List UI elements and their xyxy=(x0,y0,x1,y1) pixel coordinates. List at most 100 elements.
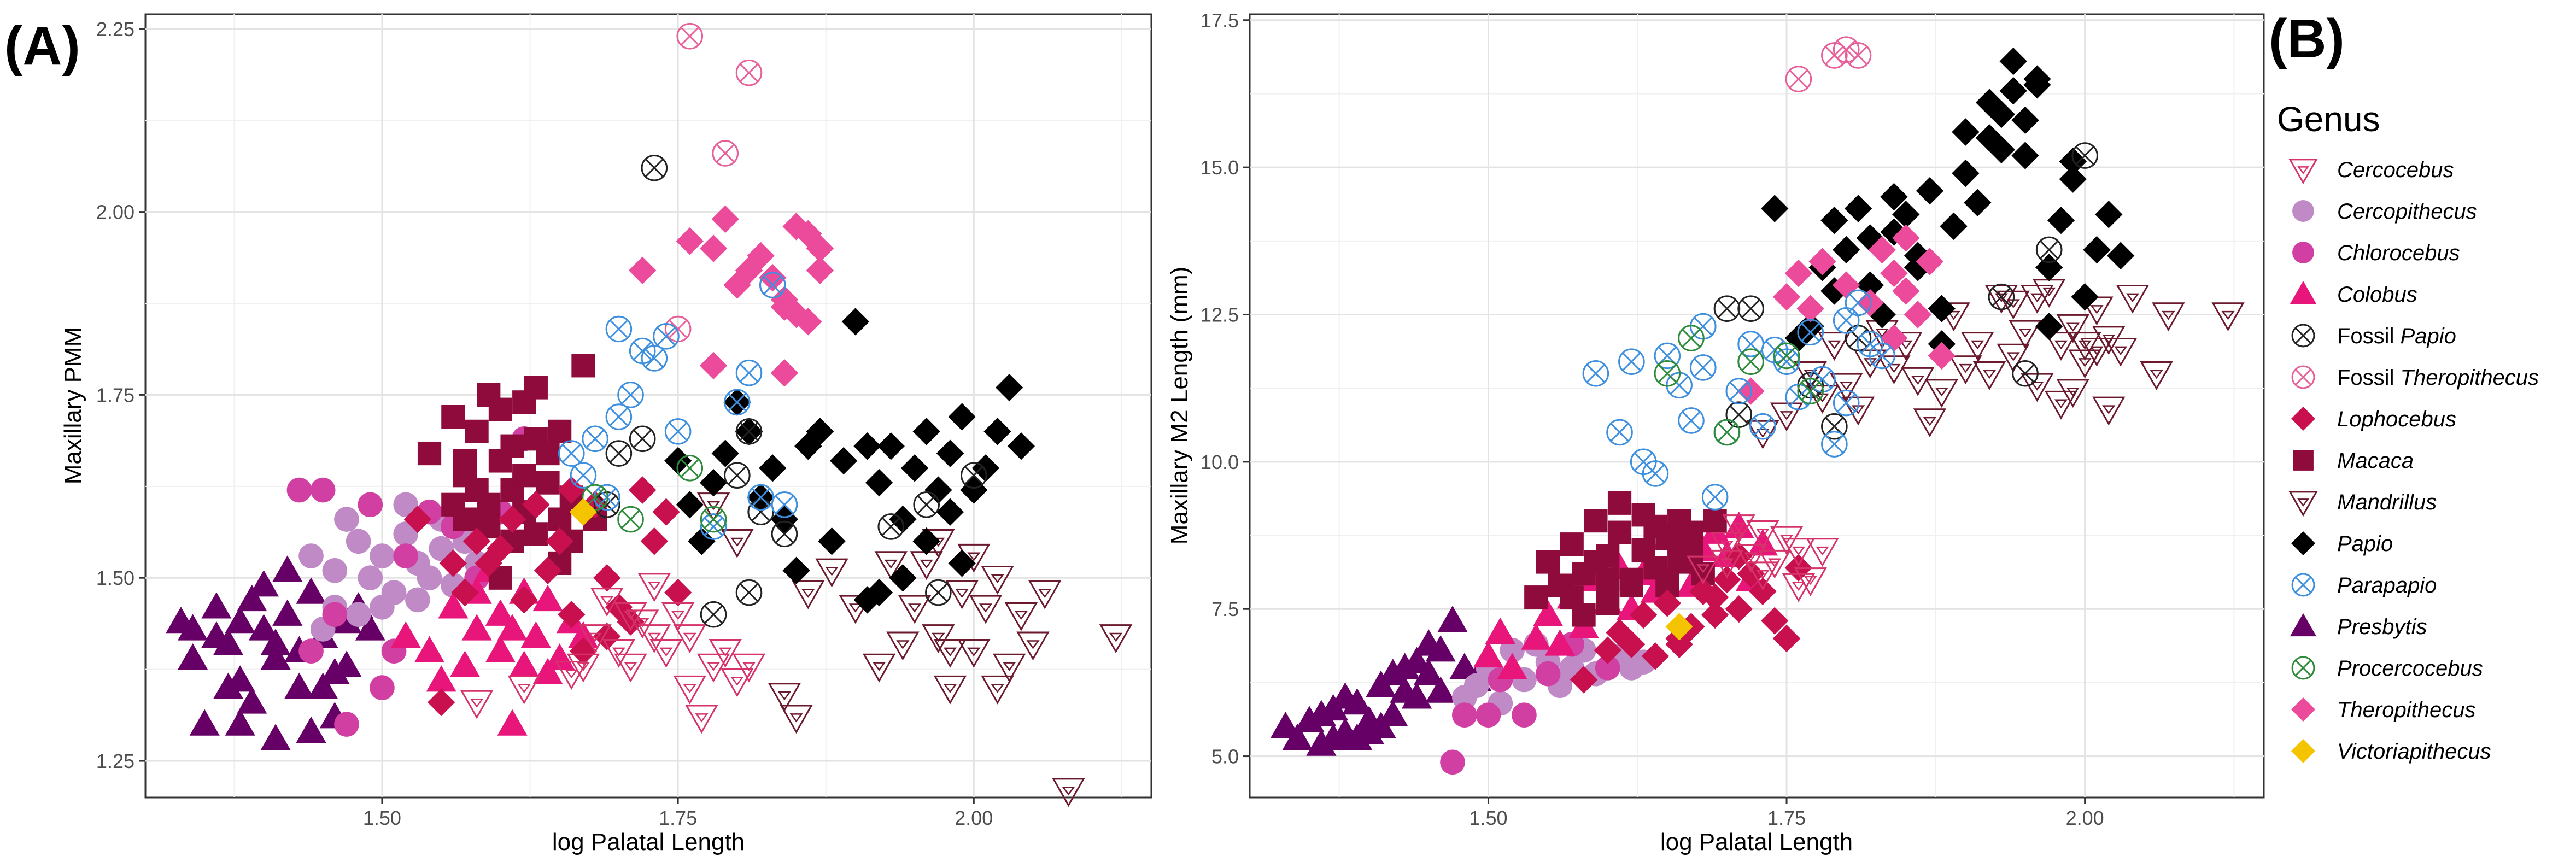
panel-a-point-papio xyxy=(900,454,929,482)
panel-a-y-tick-label: 1.75 xyxy=(96,384,134,406)
panel-a-point-lophocebus xyxy=(498,505,526,533)
panel-a-point-cercocebus xyxy=(709,638,742,668)
panel-a-point-cercocebus xyxy=(685,705,718,734)
panel-b-point-procercocebus xyxy=(1773,342,1800,370)
panel-a-point-lophocebus xyxy=(546,527,573,555)
legend-label-genus: Cercopithecus xyxy=(2337,200,2477,224)
legend-label-presbytis: Presbytis xyxy=(2337,615,2427,639)
panel-b-point-mandrillus xyxy=(1829,373,1863,402)
panel-a-point-papio xyxy=(699,468,728,497)
panel-b-point-procercocebus xyxy=(1678,325,1705,351)
panel-b-point-papio xyxy=(1904,254,1932,281)
panel-b-point-parapapio xyxy=(1689,354,1717,381)
panel-b-point-chlorocebus xyxy=(1595,655,1620,681)
panel-a-x-tick-label: 1.50 xyxy=(363,807,401,829)
panel-b-point-colobus xyxy=(1521,623,1552,650)
panel-a-point-fossil-papio xyxy=(735,579,763,606)
panel-b-point-macaca xyxy=(1667,509,1691,533)
panel-b-y-axis-title: Maxillary M2 Length (mm) xyxy=(1166,267,1193,545)
panel-a-point-macaca xyxy=(453,449,477,473)
panel-b-point-theropithecus xyxy=(1796,295,1824,322)
panel-b-point-colobus xyxy=(1724,511,1754,538)
panel-b-point-papio xyxy=(1999,47,2027,75)
legend-key-parapapio xyxy=(2291,573,2315,597)
panel-b-point-chlorocebus xyxy=(1440,749,1465,775)
panel-a-point-theropithecus xyxy=(735,256,763,284)
panel-a-point-presbytis xyxy=(331,606,362,634)
panel-b-point-lophocebus xyxy=(1701,583,1729,611)
panel-b-point-macaca xyxy=(1596,591,1620,615)
panel-b-point-chlorocebus xyxy=(1452,702,1477,728)
panel-b-point-theropithecus xyxy=(1916,248,1944,275)
panel-a-point-cercopithecus xyxy=(370,543,395,568)
panel-a-point-presbytis xyxy=(237,584,267,612)
panel-a-point-lophocebus xyxy=(593,623,621,650)
panel-b-point-cercocebus xyxy=(1806,538,1839,567)
panel-a-point-theropithecus xyxy=(711,205,739,233)
panel-b-y-tick-label: 7.5 xyxy=(1211,598,1239,620)
panel-b-point-macaca xyxy=(1596,567,1620,591)
panel-a-point-papio xyxy=(912,418,940,445)
panel-a-point-cercopithecus xyxy=(405,587,430,613)
legend-label-genus: Presbytis xyxy=(2337,615,2427,639)
panel-b-y-tick-label: 10.0 xyxy=(1201,451,1239,473)
panel-b-point-macaca xyxy=(1679,538,1703,562)
panel-a-point-cercocebus xyxy=(614,653,647,683)
panel-b-point-mandrillus xyxy=(2021,284,2054,314)
panel-a-point-papio xyxy=(664,447,692,475)
panel-a-point-presbytis xyxy=(260,643,291,670)
panel-a-point-colobus xyxy=(532,658,563,685)
panel-b-point-mandrillus xyxy=(1949,355,1982,385)
panel-b-point-papio xyxy=(1784,324,1813,352)
panel-b-x-tick-label: 1.50 xyxy=(1469,807,1507,829)
panel-a-point-chlorocebus xyxy=(286,477,312,503)
panel-b-point-macaca xyxy=(1607,520,1632,544)
panel-b-point-papio xyxy=(1761,195,1789,222)
panel-b-point-theropithecus xyxy=(1904,301,1932,329)
panel-a-point-mandrillus xyxy=(1028,580,1062,609)
panel-a-point-colobus xyxy=(545,643,575,670)
panel-b-point-papio xyxy=(1999,77,2027,105)
legend-key-fossil-theropithecus xyxy=(2291,365,2315,389)
panel-a-point-lophocebus xyxy=(462,527,491,555)
panel-a-y-ticks: 1.25 1.50 1.75 2.00 2.25 xyxy=(96,18,145,772)
panel-a-point-presbytis xyxy=(225,709,255,736)
panel-b-point-presbytis xyxy=(1401,647,1432,673)
panel-a-point-lophocebus xyxy=(451,578,479,607)
panel-b-point-presbytis xyxy=(1330,682,1361,709)
panel-a-point-mandrillus xyxy=(898,595,932,624)
panel-b-point-fossil-theropithecus xyxy=(1785,66,1812,92)
panel-a-point-theropithecus xyxy=(806,256,834,284)
panel-a-point-parapapio xyxy=(570,462,597,489)
panel-b-y-tick-label: 12.5 xyxy=(1201,303,1239,326)
panel-a-point-mandrillus xyxy=(886,631,920,661)
panel-b-point-mandrillus xyxy=(1770,402,1804,432)
panel-a-point-cercopithecus xyxy=(298,543,324,568)
panel-a-point-procercocebus xyxy=(582,484,608,511)
panel-b-point-cercocebus xyxy=(1734,544,1767,573)
panel-b-point-mandrillus xyxy=(1913,408,1947,438)
panel-a-point-presbytis xyxy=(237,687,267,714)
panel-b-point-papio xyxy=(1820,206,1848,234)
panel-a-point-lophocebus xyxy=(664,578,692,607)
panel-b-chart: 1.50 1.75 2.00 5.0 7.5 10.0 12.5 15.0 17.5 log … xyxy=(1166,9,2265,855)
panel-b-point-parapapio xyxy=(1618,348,1645,375)
panel-b-point-presbytis xyxy=(1437,606,1468,632)
panel-b-point-parapapio xyxy=(1821,431,1848,458)
panel-a-point-presbytis xyxy=(177,614,208,641)
legend-key-papio xyxy=(2291,531,2316,556)
panel-b-point-mandrillus xyxy=(2044,390,2078,420)
panel-a-y-tick-label: 1.50 xyxy=(96,567,134,589)
panel-a-y-tick-label: 1.25 xyxy=(96,750,134,772)
panel-a-point-presbytis xyxy=(296,577,326,604)
legend-key-chlorocebus xyxy=(2292,242,2314,263)
panel-b-point-parapapio xyxy=(1678,407,1705,434)
panel-b-point-presbytis xyxy=(1390,676,1420,703)
panel-a-point-presbytis xyxy=(248,570,279,597)
legend-title: Genus xyxy=(2277,99,2380,139)
legend-key-fossil-papio xyxy=(2291,324,2315,348)
legend-key-macaca xyxy=(2293,450,2314,471)
panel-a-point-papio xyxy=(759,454,787,482)
panel-a-point-colobus xyxy=(497,709,528,736)
